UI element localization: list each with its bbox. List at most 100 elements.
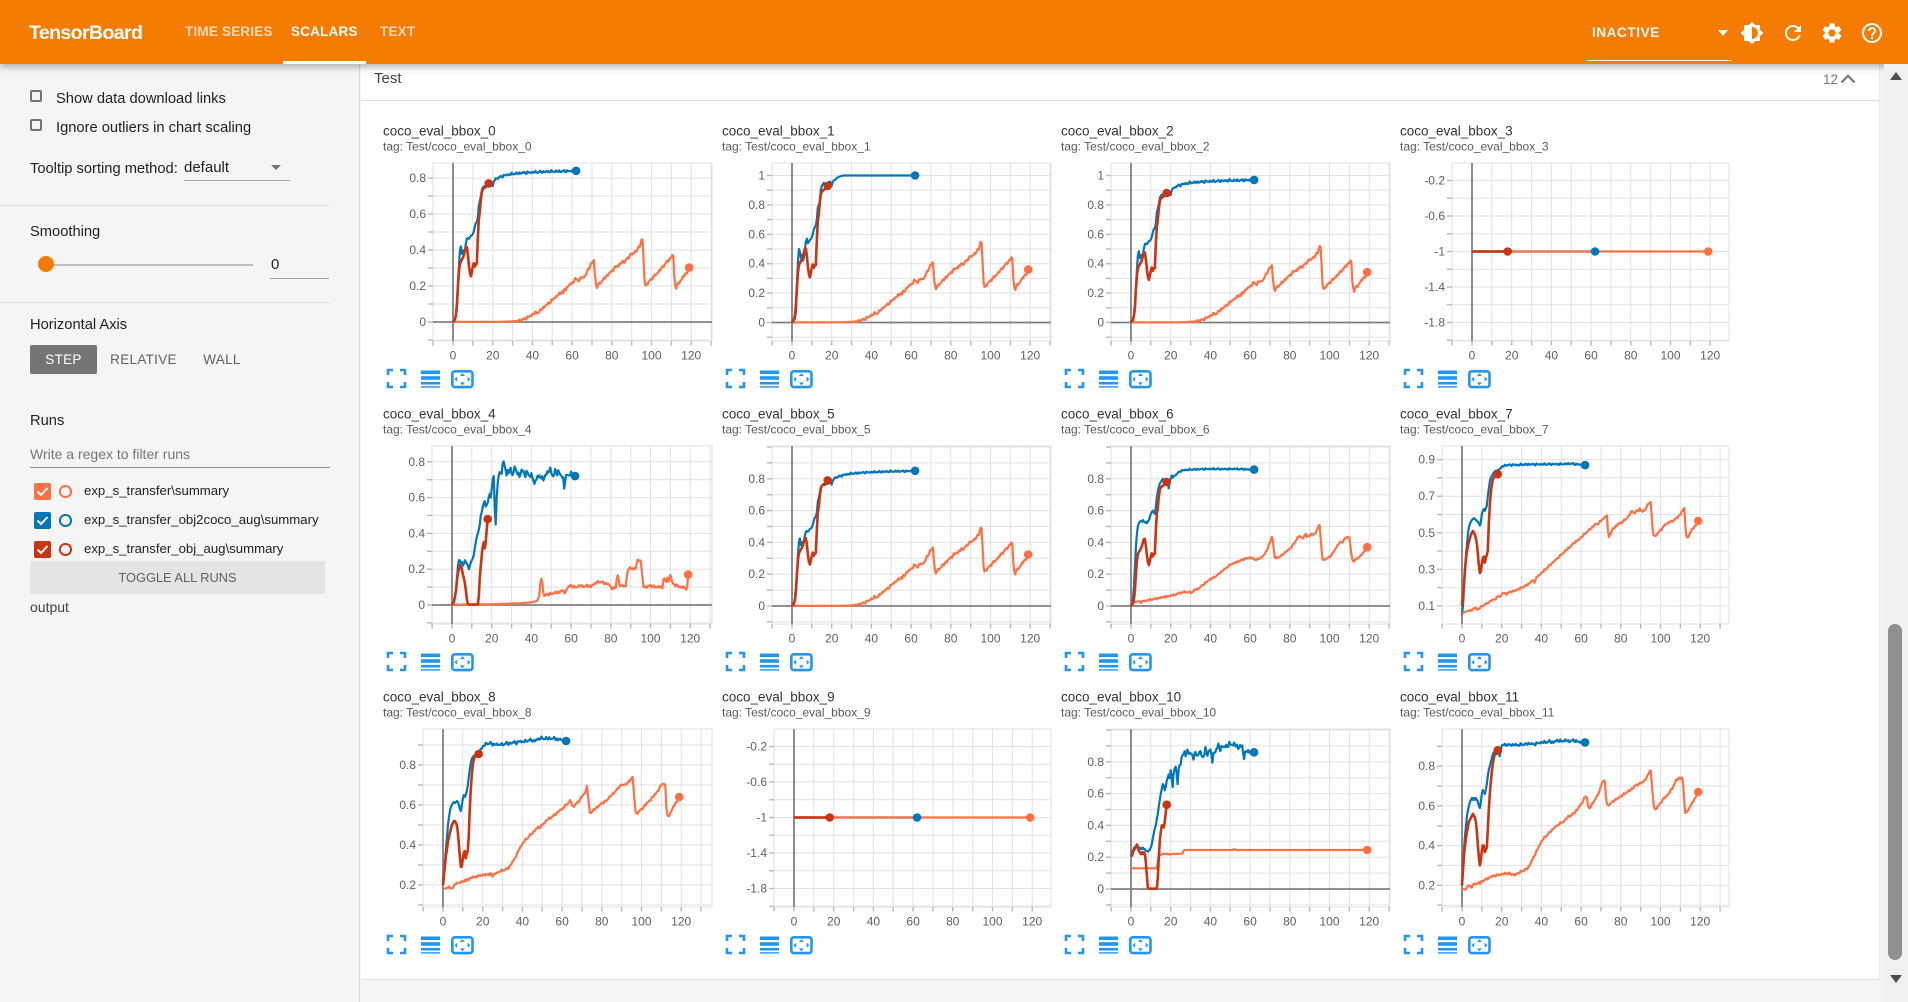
svg-text:0.8: 0.8 bbox=[748, 198, 765, 212]
svg-text:0.8: 0.8 bbox=[1087, 472, 1104, 486]
svg-text:0.4: 0.4 bbox=[409, 243, 426, 257]
svg-text:60: 60 bbox=[906, 915, 920, 929]
svg-text:60: 60 bbox=[1243, 915, 1257, 929]
svg-text:0.4: 0.4 bbox=[1418, 839, 1435, 853]
svg-text:60: 60 bbox=[565, 349, 579, 363]
svg-text:1: 1 bbox=[758, 169, 765, 183]
svg-text:-1.4: -1.4 bbox=[1424, 280, 1445, 294]
svg-text:0.2: 0.2 bbox=[409, 279, 426, 293]
svg-text:0: 0 bbox=[449, 632, 456, 646]
svg-text:40: 40 bbox=[865, 349, 879, 363]
svg-text:20: 20 bbox=[1505, 349, 1519, 363]
svg-text:-1: -1 bbox=[756, 811, 767, 825]
svg-text:coco_eval_bbox_7: coco_eval_bbox_7 bbox=[1400, 407, 1513, 422]
svg-text:20: 20 bbox=[825, 632, 839, 646]
svg-text:120: 120 bbox=[1359, 915, 1379, 929]
svg-text:0.6: 0.6 bbox=[399, 798, 416, 812]
svg-text:0: 0 bbox=[758, 599, 765, 613]
svg-text:coco_eval_bbox_1: coco_eval_bbox_1 bbox=[722, 124, 835, 139]
svg-text:tag: Test/coco_eval_bbox_1: tag: Test/coco_eval_bbox_1 bbox=[722, 140, 871, 154]
svg-text:20: 20 bbox=[825, 349, 839, 363]
svg-text:0: 0 bbox=[1128, 349, 1135, 363]
svg-text:0: 0 bbox=[791, 915, 798, 929]
svg-text:coco_eval_bbox_0: coco_eval_bbox_0 bbox=[383, 124, 496, 139]
svg-text:0.2: 0.2 bbox=[748, 567, 765, 581]
svg-text:100: 100 bbox=[980, 632, 1000, 646]
svg-text:0.4: 0.4 bbox=[748, 535, 765, 549]
svg-text:0: 0 bbox=[1097, 599, 1104, 613]
svg-text:40: 40 bbox=[1545, 349, 1559, 363]
svg-text:-1.8: -1.8 bbox=[746, 882, 767, 896]
svg-text:tag: Test/coco_eval_bbox_7: tag: Test/coco_eval_bbox_7 bbox=[1400, 423, 1549, 437]
svg-text:100: 100 bbox=[982, 915, 1002, 929]
svg-text:120: 120 bbox=[1022, 915, 1042, 929]
svg-text:60: 60 bbox=[555, 915, 569, 929]
svg-text:100: 100 bbox=[640, 632, 660, 646]
svg-text:60: 60 bbox=[564, 632, 578, 646]
svg-text:20: 20 bbox=[1164, 915, 1178, 929]
svg-text:tag: Test/coco_eval_bbox_3: tag: Test/coco_eval_bbox_3 bbox=[1400, 140, 1549, 154]
svg-text:tag: Test/coco_eval_bbox_5: tag: Test/coco_eval_bbox_5 bbox=[722, 423, 871, 437]
svg-text:0.6: 0.6 bbox=[748, 227, 765, 241]
svg-text:0.4: 0.4 bbox=[408, 526, 425, 540]
svg-text:0.6: 0.6 bbox=[748, 504, 765, 518]
svg-text:0.4: 0.4 bbox=[1087, 818, 1104, 832]
svg-text:60: 60 bbox=[1243, 632, 1257, 646]
svg-text:120: 120 bbox=[1359, 632, 1379, 646]
svg-text:0.4: 0.4 bbox=[748, 257, 765, 271]
svg-text:0.8: 0.8 bbox=[1087, 198, 1104, 212]
svg-text:coco_eval_bbox_8: coco_eval_bbox_8 bbox=[383, 690, 496, 705]
svg-text:0.2: 0.2 bbox=[1087, 567, 1104, 581]
svg-text:80: 80 bbox=[944, 632, 958, 646]
svg-text:120: 120 bbox=[1020, 632, 1040, 646]
svg-text:80: 80 bbox=[944, 349, 958, 363]
svg-text:-0.2: -0.2 bbox=[746, 740, 767, 754]
svg-text:0.6: 0.6 bbox=[1087, 787, 1104, 801]
svg-text:0: 0 bbox=[758, 316, 765, 330]
svg-text:0.4: 0.4 bbox=[1087, 257, 1104, 271]
svg-text:60: 60 bbox=[1243, 349, 1257, 363]
svg-text:0: 0 bbox=[789, 632, 796, 646]
svg-text:40: 40 bbox=[1204, 915, 1218, 929]
svg-text:coco_eval_bbox_10: coco_eval_bbox_10 bbox=[1061, 690, 1181, 705]
svg-text:80: 80 bbox=[946, 915, 960, 929]
svg-text:120: 120 bbox=[1359, 349, 1379, 363]
svg-text:tag: Test/coco_eval_bbox_6: tag: Test/coco_eval_bbox_6 bbox=[1061, 423, 1210, 437]
svg-text:60: 60 bbox=[904, 349, 918, 363]
svg-text:0: 0 bbox=[418, 598, 425, 612]
svg-text:80: 80 bbox=[1614, 632, 1628, 646]
svg-text:0.4: 0.4 bbox=[399, 838, 416, 852]
svg-text:120: 120 bbox=[671, 915, 691, 929]
svg-text:0: 0 bbox=[1097, 882, 1104, 896]
svg-text:tag: Test/coco_eval_bbox_10: tag: Test/coco_eval_bbox_10 bbox=[1061, 706, 1217, 720]
svg-text:100: 100 bbox=[980, 349, 1000, 363]
svg-text:-0.2: -0.2 bbox=[1424, 174, 1445, 188]
svg-text:100: 100 bbox=[1650, 632, 1670, 646]
svg-text:40: 40 bbox=[525, 632, 539, 646]
svg-text:100: 100 bbox=[1319, 349, 1339, 363]
svg-text:tag: Test/coco_eval_bbox_4: tag: Test/coco_eval_bbox_4 bbox=[383, 423, 532, 437]
svg-text:0.6: 0.6 bbox=[1087, 504, 1104, 518]
svg-text:20: 20 bbox=[1495, 632, 1509, 646]
svg-text:40: 40 bbox=[1204, 632, 1218, 646]
svg-text:120: 120 bbox=[1690, 915, 1710, 929]
svg-text:coco_eval_bbox_2: coco_eval_bbox_2 bbox=[1061, 124, 1174, 139]
svg-text:0.7: 0.7 bbox=[1418, 489, 1435, 503]
svg-text:0.6: 0.6 bbox=[408, 491, 425, 505]
svg-text:80: 80 bbox=[1283, 915, 1297, 929]
svg-text:coco_eval_bbox_4: coco_eval_bbox_4 bbox=[383, 407, 496, 422]
svg-text:20: 20 bbox=[486, 349, 500, 363]
svg-text:0.2: 0.2 bbox=[1087, 286, 1104, 300]
svg-text:120: 120 bbox=[680, 632, 700, 646]
svg-text:0.3: 0.3 bbox=[1418, 562, 1435, 576]
svg-text:0.4: 0.4 bbox=[1087, 535, 1104, 549]
svg-text:120: 120 bbox=[1690, 632, 1710, 646]
svg-text:100: 100 bbox=[631, 915, 651, 929]
svg-text:0.1: 0.1 bbox=[1418, 599, 1435, 613]
svg-text:0: 0 bbox=[450, 349, 457, 363]
svg-text:20: 20 bbox=[1164, 632, 1178, 646]
svg-text:0.8: 0.8 bbox=[1418, 759, 1435, 773]
svg-text:0.8: 0.8 bbox=[408, 455, 425, 469]
svg-text:tag: Test/coco_eval_bbox_0: tag: Test/coco_eval_bbox_0 bbox=[383, 140, 532, 154]
svg-text:-0.6: -0.6 bbox=[746, 775, 767, 789]
